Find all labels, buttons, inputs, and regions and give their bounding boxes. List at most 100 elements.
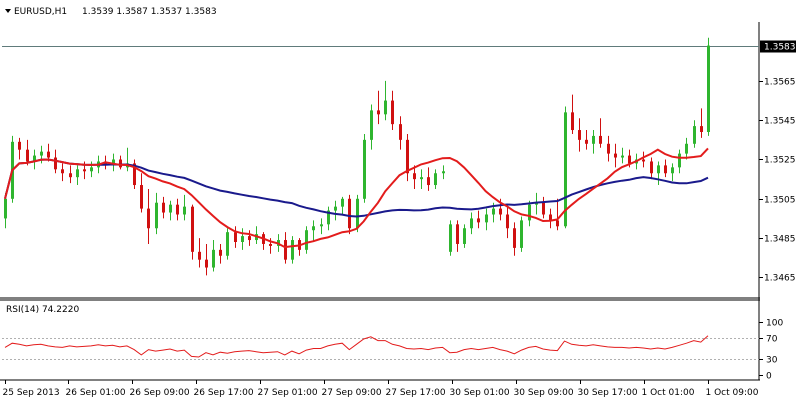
candle-body	[614, 153, 617, 158]
candle-body	[578, 130, 581, 140]
dropdown-triangle-icon[interactable]	[5, 9, 11, 13]
price-y-tick-label: 1.3485	[764, 235, 796, 245]
rsi-y-tick-label: 70	[766, 335, 778, 345]
candle-body	[76, 169, 79, 178]
candle-body	[83, 169, 86, 172]
candle-body	[191, 206, 194, 252]
candle-body	[678, 153, 681, 168]
candle-body	[671, 167, 674, 174]
candle-body	[564, 112, 567, 227]
x-tick-label: 26 Sep 09:00	[130, 388, 190, 398]
candle-body	[234, 232, 237, 242]
price-y-tick-label: 1.3525	[764, 156, 796, 166]
candle-body	[542, 202, 545, 215]
candle-body	[492, 208, 495, 215]
candle-body	[707, 45, 710, 133]
candle-body	[700, 126, 703, 132]
candle-body	[219, 249, 222, 256]
candle-body	[420, 177, 423, 180]
price-y-ticks: 1.3465 1.3485 1.3505 1.3525 1.3545 1.3565	[759, 78, 796, 284]
candle-body	[499, 208, 502, 215]
rsi-y-ticks: 100 70 30 0	[759, 319, 783, 382]
candle-body	[341, 198, 344, 207]
rsi-label: RSI(14) 74.2220	[6, 305, 79, 315]
candle-body	[183, 206, 186, 215]
x-tick-label: 27 Sep 09:00	[322, 388, 382, 398]
candle-body	[198, 251, 201, 260]
candle-body	[642, 159, 645, 162]
rsi-y-tick-label: 30	[766, 356, 778, 366]
candle-body	[133, 163, 136, 186]
candle-body	[506, 214, 509, 229]
candle-body	[348, 198, 351, 229]
candle-body	[269, 243, 272, 246]
candle-body	[399, 124, 402, 140]
rsi-panel: RSI(14) 74.2220 100 70 30 0	[2, 305, 783, 382]
candle-body	[592, 135, 595, 144]
candle-body	[40, 151, 43, 156]
candle-body	[176, 204, 179, 215]
x-tick-label: 30 Sep 01:00	[450, 388, 510, 398]
candle-body	[513, 228, 516, 248]
candle-body	[621, 155, 624, 158]
candle-body	[54, 157, 57, 170]
fast-moving-average-line	[4, 147, 709, 249]
candle-body	[384, 100, 387, 115]
candle-body	[226, 232, 229, 256]
x-tick-label: 27 Sep 01:00	[258, 388, 318, 398]
price-y-tick-label: 1.3565	[764, 78, 796, 88]
candle-body	[291, 240, 294, 260]
candle-body	[449, 224, 452, 252]
candle-body	[434, 173, 437, 186]
candle-body	[47, 151, 50, 158]
candle-body	[456, 224, 459, 244]
chart-header: EURUSD,H1 1.3539 1.3587 1.3537 1.3583	[5, 7, 217, 17]
candle-body	[284, 240, 287, 260]
price-y-tick-label: 1.3465	[764, 274, 796, 284]
candle-body	[320, 224, 323, 227]
candle-body	[370, 110, 373, 140]
candle-body	[549, 214, 552, 221]
candle-body	[4, 198, 7, 219]
candle-body	[119, 159, 122, 168]
candle-body	[162, 202, 165, 213]
price-plot-area	[2, 22, 759, 297]
candle-body	[664, 165, 667, 174]
candle-body	[147, 208, 150, 229]
candle-body	[33, 155, 36, 162]
rsi-level-lines	[2, 338, 759, 360]
candle-body	[104, 161, 107, 166]
candle-body	[140, 185, 143, 209]
candle-body	[413, 173, 416, 180]
candle-body	[535, 202, 538, 205]
candle-body	[205, 259, 208, 268]
candle-body	[628, 155, 631, 164]
x-tick-label: 30 Sep 17:00	[578, 388, 638, 398]
rsi-y-tick-label: 0	[766, 372, 772, 382]
candle-body	[18, 141, 21, 150]
candle-body	[571, 112, 574, 131]
candle-body	[693, 126, 696, 144]
candle-body	[556, 220, 559, 227]
candle-body	[90, 167, 93, 172]
x-axis-ticks: 25 Sep 2013 26 Sep 01:00 26 Sep 09:00 26 Se…	[3, 380, 759, 398]
candle-body	[312, 226, 315, 231]
rsi-series-line	[4, 335, 709, 358]
candle-body	[520, 220, 523, 248]
x-tick-label: 27 Sep 17:00	[386, 388, 446, 398]
candle-body	[377, 110, 380, 115]
candle-body	[241, 236, 244, 242]
candle-body	[463, 228, 466, 244]
price-y-tick-label: 1.3505	[764, 196, 796, 206]
candle-body	[442, 171, 445, 174]
candle-body	[155, 202, 158, 229]
current-price-marker-text: 1.3583	[764, 43, 796, 53]
candle-body	[599, 135, 602, 144]
ohlc-label: 1.3539 1.3587 1.3537 1.3583	[82, 7, 217, 17]
candle-body	[26, 149, 29, 162]
price-y-tick-label: 1.3545	[764, 117, 796, 127]
candle-body	[607, 143, 610, 154]
candle-body	[212, 249, 215, 268]
